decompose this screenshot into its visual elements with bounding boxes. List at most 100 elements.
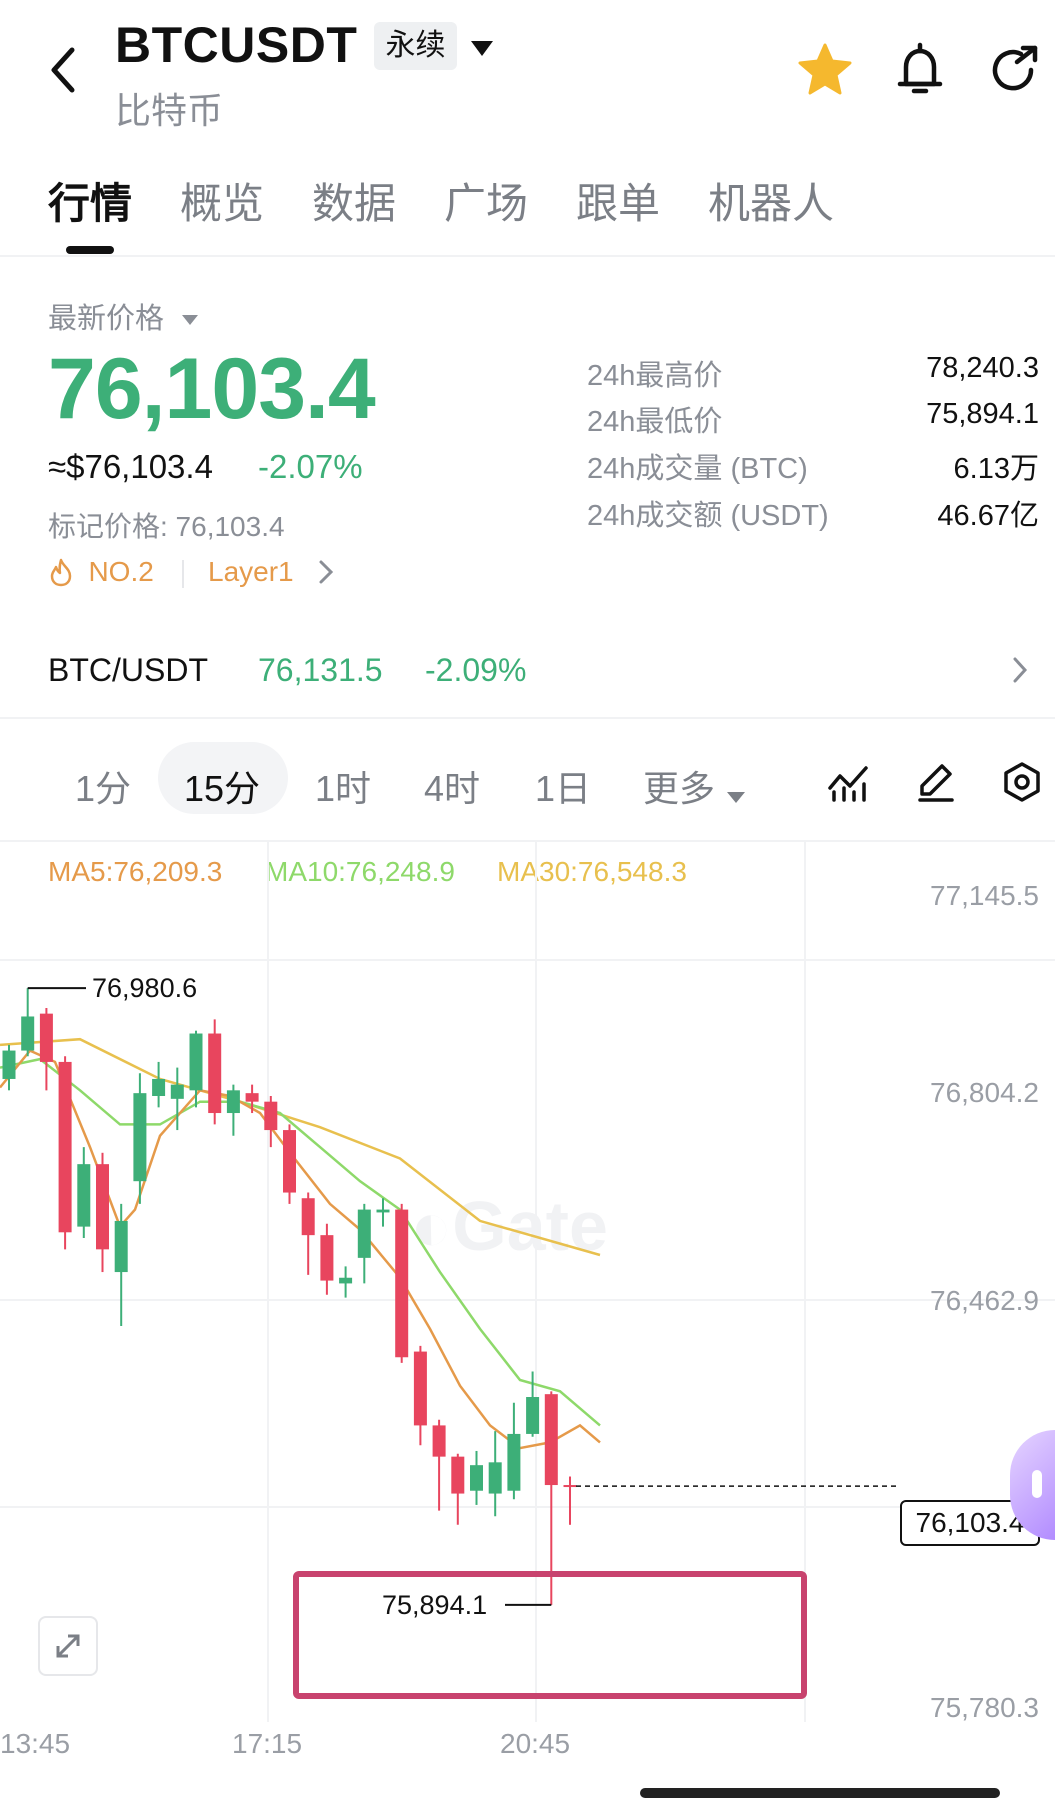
price-type-selector[interactable]: 最新价格 [48, 295, 200, 337]
candle-body [320, 1235, 334, 1281]
active-tab-indicator [66, 246, 114, 254]
pair-title[interactable]: BTCUSDT [115, 17, 358, 73]
price-change: -2.07% [258, 448, 363, 485]
tab-square[interactable]: 广场 [444, 180, 529, 227]
stat-label-low: 24h最低价 [587, 406, 723, 438]
pair-dropdown-button[interactable] [468, 36, 496, 60]
interval-1d[interactable]: 1日 [535, 768, 592, 809]
candle-body [283, 1130, 296, 1193]
y-tick-label: 76,462.9 [930, 1285, 1039, 1316]
candle-body [264, 1101, 278, 1131]
ma10-legend: MA10:76,248.9 [265, 856, 455, 887]
candle-body [226, 1090, 240, 1114]
candle-body [507, 1433, 521, 1491]
candle-body [77, 1164, 91, 1227]
fullscreen-button[interactable] [38, 1616, 98, 1676]
tag-divider [182, 560, 184, 588]
interval-1m[interactable]: 1分 [75, 768, 132, 809]
active-interval-pill [158, 742, 288, 814]
back-button[interactable] [40, 40, 90, 100]
candle-body [189, 1033, 203, 1091]
last-price: 76,103.4 [48, 341, 376, 437]
candle-body [544, 1394, 558, 1486]
pen-icon [918, 764, 954, 802]
candle-body [114, 1220, 128, 1273]
tab-bots[interactable]: 机器人 [708, 180, 835, 227]
candle-body [470, 1465, 483, 1491]
stat-value-volume: 6.13万 [953, 453, 1039, 485]
candle-body [488, 1462, 502, 1494]
high-price-label: 76,980.6 [92, 973, 197, 1003]
category-label: Layer1 [208, 556, 294, 587]
candlestick-chart[interactable]: ◐Gate 76,980.6 75,894.1 [0, 842, 1055, 1722]
y-tick-label: 76,804.2 [930, 1077, 1039, 1108]
candle-body [339, 1277, 353, 1284]
highlight-box [293, 1571, 807, 1699]
stat-value-low: 75,894.1 [926, 398, 1039, 430]
stat-label-volume: 24h成交量 (BTC) [587, 453, 808, 485]
candle-body [432, 1425, 446, 1457]
share-button[interactable] [985, 40, 1045, 100]
share-icon [992, 45, 1038, 91]
spot-change: -2.09% [425, 652, 527, 688]
interval-more-label: 更多 [643, 768, 716, 809]
x-tick-label: 17:15 [232, 1728, 303, 1759]
candle-body [301, 1198, 315, 1236]
favorite-button[interactable] [795, 40, 855, 100]
watermark-logo: ◐Gate [410, 1187, 608, 1265]
tab-copy-trading[interactable]: 跟单 [576, 180, 661, 227]
section-divider [0, 717, 1055, 719]
candle-body [357, 1209, 371, 1258]
contract-type-badge[interactable]: 永续 [374, 22, 457, 70]
category-tag[interactable]: Layer1 [208, 556, 336, 588]
tab-market[interactable]: 行情 [48, 180, 133, 227]
candle-body [376, 1209, 390, 1213]
rank-tag[interactable]: NO.2 [48, 556, 154, 588]
ma10-line [0, 1057, 601, 1427]
draw-button[interactable] [914, 760, 958, 809]
tabs-divider [0, 255, 1055, 257]
indicator-icon [828, 766, 868, 802]
candle-body [133, 1093, 147, 1182]
pair-subtitle: 比特币 [115, 90, 224, 131]
dropdown-icon [471, 41, 493, 56]
stat-value-high: 78,240.3 [926, 352, 1039, 384]
stat-label-turnover: 24h成交额 (USDT) [587, 500, 829, 532]
bell-icon [897, 42, 943, 94]
spot-pair: BTC/USDT [48, 652, 208, 688]
x-tick-label: 13:45 [0, 1728, 71, 1759]
candle-body [245, 1093, 259, 1102]
y-tick-label: 77,145.5 [930, 880, 1039, 911]
tab-overview[interactable]: 概览 [180, 180, 265, 227]
candle-body [39, 1013, 53, 1062]
interval-1h[interactable]: 1时 [315, 768, 372, 809]
candle-body [451, 1456, 465, 1494]
alert-button[interactable] [890, 40, 950, 100]
candle-body [413, 1351, 427, 1426]
y-tick-label: 75,780.3 [930, 1692, 1039, 1723]
spot-price: 76,131.5 [258, 652, 383, 688]
chart-settings-button[interactable] [1000, 760, 1044, 809]
indicator-row-partial [0, 1786, 1055, 1794]
candle-body [21, 1016, 35, 1051]
stat-label-high: 24h最高价 [587, 360, 723, 392]
candle-body [152, 1078, 166, 1096]
settings-icon [1004, 762, 1040, 802]
spot-price-row[interactable]: BTC/USDT 76,131.5 -2.09% [0, 635, 1055, 705]
candle-body [58, 1061, 72, 1233]
low-price-label: 75,894.1 [382, 1590, 487, 1620]
tab-data[interactable]: 数据 [312, 180, 397, 227]
indicator-button[interactable] [826, 760, 870, 809]
interval-more[interactable]: 更多 [643, 760, 747, 812]
interval-4h[interactable]: 4时 [424, 768, 481, 809]
chevron-right-icon [1013, 657, 1028, 683]
toolbar-divider [0, 840, 1055, 842]
x-tick-label: 20:45 [500, 1728, 571, 1759]
candle-body [170, 1084, 184, 1099]
chevron-right-icon [319, 560, 334, 584]
stat-value-turnover: 46.67亿 [937, 500, 1039, 532]
dropdown-icon [727, 791, 746, 803]
candle-body [526, 1397, 540, 1434]
interval-15m[interactable]: 15分 [184, 768, 261, 809]
candle-body [96, 1164, 109, 1250]
